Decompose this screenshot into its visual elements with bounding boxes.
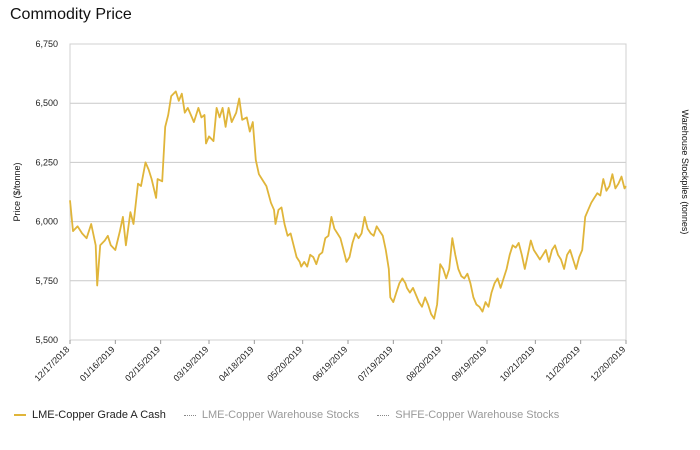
y2-axis-label: Warehouse Stockpiles (tonnes) (680, 110, 690, 235)
legend-swatch-solid (14, 414, 26, 416)
y-tick-label: 6,000 (35, 217, 58, 227)
x-tick-label: 08/20/2019 (404, 344, 443, 383)
y-tick-label: 6,500 (35, 98, 58, 108)
x-tick-label: 12/20/2019 (588, 344, 627, 383)
x-tick-label: 02/15/2019 (123, 344, 162, 383)
plot-frame (69, 43, 627, 341)
x-tick-label: 09/19/2019 (449, 344, 488, 383)
y-axis-ticks: 5,500 5,750 6,000 6,250 6,500 6,750 (35, 39, 58, 345)
x-tick-label: 05/20/2019 (265, 344, 304, 383)
x-tick-label: 01/16/2019 (78, 344, 117, 383)
legend: LME-Copper Grade A Cash LME-Copper Wareh… (14, 409, 577, 421)
x-tick-label: 11/20/2019 (544, 344, 582, 382)
price-chart: 5,500 5,750 6,000 6,250 6,500 6,750 12/17/201… (12, 39, 690, 383)
x-tick-label: 07/19/2019 (356, 344, 395, 383)
x-tick-label: 04/18/2019 (217, 344, 256, 383)
y-tick-label: 6,250 (35, 157, 58, 167)
legend-label: SHFE-Copper Warehouse Stocks (395, 409, 560, 421)
y-axis-label: Price ($/tonne) (12, 162, 22, 221)
legend-label: LME-Copper Warehouse Stocks (201, 409, 360, 421)
x-tick-label: 03/19/2019 (171, 344, 210, 383)
x-axis-ticks: 12/17/2018 01/16/2019 02/15/2019 03/19/2019… (32, 340, 627, 383)
legend-item-lme-cash[interactable]: LME-Copper Grade A Cash (14, 409, 166, 421)
y-tick-label: 5,750 (35, 276, 58, 286)
legend-swatch-dotted (377, 414, 390, 416)
legend-label: LME-Copper Grade A Cash (32, 409, 166, 421)
y-tick-label: 6,750 (35, 39, 58, 49)
grid-lines (70, 43, 626, 341)
series-line-lme-copper-cash (69, 90, 627, 320)
x-tick-label: 10/21/2019 (498, 344, 537, 383)
legend-item-shfe-stocks[interactable]: SHFE-Copper Warehouse Stocks (377, 409, 559, 421)
chart-title: Commodity Price (10, 6, 132, 23)
y-tick-label: 5,500 (35, 335, 58, 345)
legend-item-lme-stocks[interactable]: LME-Copper Warehouse Stocks (183, 409, 360, 421)
x-tick-label: 06/19/2019 (310, 344, 349, 383)
legend-swatch-dotted (183, 414, 196, 416)
x-tick-label: 12/17/2018 (32, 344, 71, 383)
